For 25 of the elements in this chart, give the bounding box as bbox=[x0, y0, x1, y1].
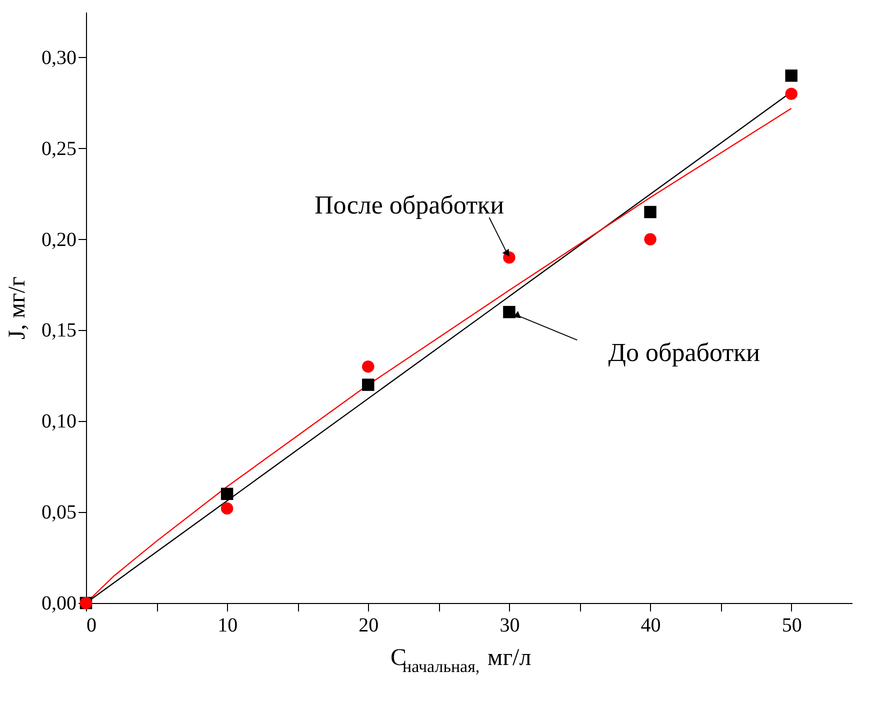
y-tick-label: 0,10 bbox=[42, 410, 76, 433]
y-tick-label: 0,25 bbox=[42, 138, 76, 160]
x-tick-label: 30 bbox=[500, 614, 520, 636]
point bbox=[220, 502, 234, 515]
y-tick-label: 0,20 bbox=[42, 228, 76, 251]
y-tick-label: 0,00 bbox=[42, 592, 76, 614]
x-tick-label: 40 bbox=[640, 614, 661, 636]
point bbox=[644, 206, 656, 218]
x-tick-label: 10 bbox=[218, 614, 238, 636]
y-axis-title: J, мг/г bbox=[4, 276, 30, 340]
point bbox=[644, 233, 656, 246]
y-tick-label: 0,05 bbox=[42, 502, 76, 524]
y-tick-label: 0,30 bbox=[42, 46, 76, 69]
point bbox=[503, 306, 516, 318]
y-tick-label: 0,15 bbox=[42, 320, 76, 342]
annotation: До обработки bbox=[608, 338, 760, 368]
x-tick-label: 0 bbox=[86, 614, 96, 636]
point bbox=[220, 488, 234, 500]
point bbox=[362, 378, 374, 391]
annotation: После обработки bbox=[314, 190, 504, 220]
point bbox=[785, 88, 798, 100]
point bbox=[362, 360, 374, 373]
x-tick-label: 50 bbox=[782, 614, 802, 636]
x-tick-label: 20 bbox=[358, 614, 379, 636]
point bbox=[785, 70, 798, 82]
